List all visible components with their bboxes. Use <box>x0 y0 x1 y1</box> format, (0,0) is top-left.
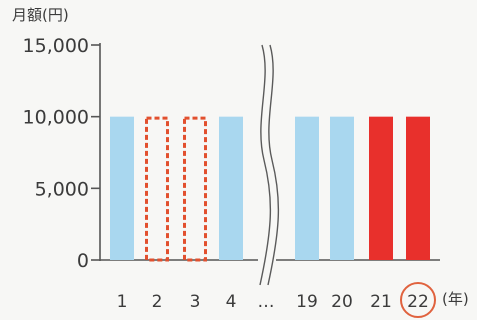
y-tick-label: 5,000 <box>35 178 89 200</box>
y-axis-label: 月額(円) <box>12 6 69 24</box>
x-tick-label: 21 <box>370 292 392 312</box>
bar-4 <box>219 116 243 261</box>
bar-22 <box>406 116 430 261</box>
highlight-circle <box>400 282 436 318</box>
bar-2 <box>145 116 169 262</box>
y-tick-label: 10,000 <box>23 107 89 129</box>
axis-break-line <box>259 44 272 286</box>
y-tick-label: 0 <box>77 250 89 272</box>
bar-21 <box>369 116 393 261</box>
x-axis-label: (年) <box>442 290 469 308</box>
x-axis-labels: 1 2 3 4 … 19 20 21 22 <box>117 282 436 318</box>
bar-1 <box>110 116 134 261</box>
x-tick-label: 4 <box>226 292 237 312</box>
bar-20 <box>330 116 354 261</box>
x-tick-label: 3 <box>190 292 201 312</box>
x-tick-label: 1 <box>117 292 128 312</box>
x-tick-label: … <box>258 292 275 312</box>
axis-break-line <box>267 44 280 286</box>
y-tick-label: 15,000 <box>23 35 89 57</box>
y-axis: 0 5,000 10,000 15,000 <box>23 35 101 272</box>
x-tick-label: 22 <box>407 292 429 312</box>
x-tick-label: 19 <box>296 292 318 312</box>
bar-19 <box>295 116 319 261</box>
x-tick-label: 20 <box>331 292 353 312</box>
bar-3 <box>183 116 207 262</box>
x-tick-label: 2 <box>152 292 163 312</box>
bars <box>100 44 440 286</box>
